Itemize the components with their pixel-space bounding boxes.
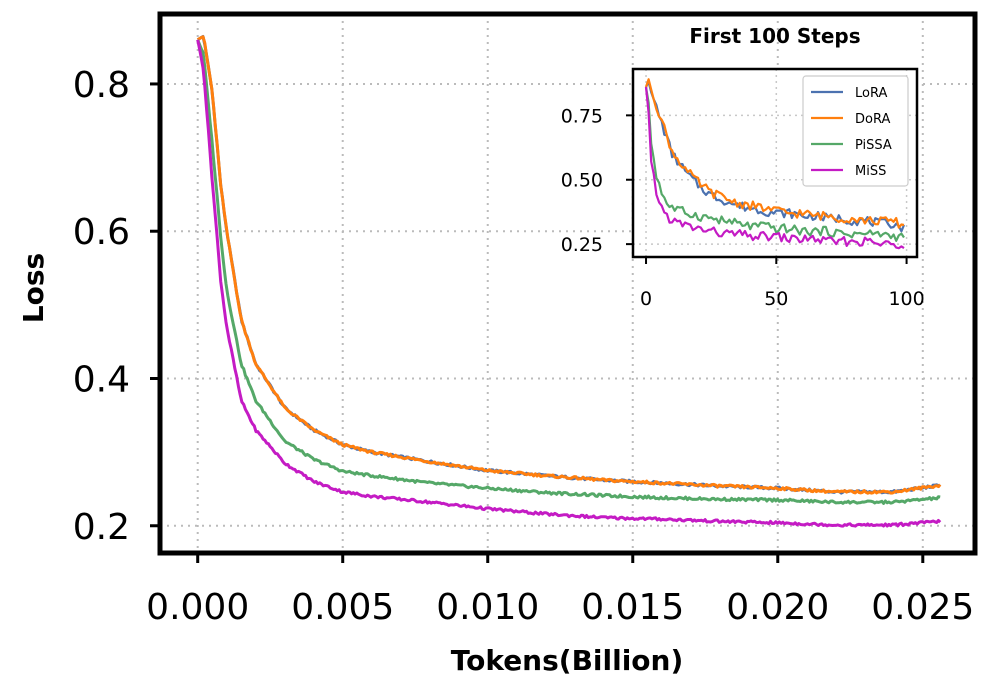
legend-label-dora: DoRA [855,112,890,127]
main-x-tick-label: 0.025 [871,587,974,628]
inset-series-line-miss [644,86,905,250]
inset-x-tick-label: 100 [888,288,924,310]
inset-plot-frame [631,67,919,259]
inset-legend-box [802,75,909,187]
legend-label-miss: MiSS [855,164,886,179]
main-x-tick-label: 0.015 [581,587,684,628]
inset-legend: LoRA DoRA PiSSA MiSS [802,75,909,187]
inset-x-ticks: 0 50 100 [640,257,925,310]
inset-series-line-dora [644,78,905,229]
inset-series-line-pissa [644,86,905,242]
inset-x-tick-label: 50 [764,288,788,310]
inset-chart: 0 50 100 0.25 0.50 0.75 First 100 Steps LoRA… [561,24,925,310]
main-series-group [196,35,942,528]
inset-x-tick-label: 0 [640,288,652,310]
main-x-tick-label: 0.000 [146,587,249,628]
inset-title: First 100 Steps [689,24,860,48]
series-line-miss [196,39,942,528]
main-y-tick-label: 0.4 [73,359,130,400]
main-y-tick-label: 0.8 [73,65,130,106]
main-x-tick-label: 0.010 [436,587,539,628]
inset-y-ticks: 0.25 0.50 0.75 [561,105,633,256]
inset-y-tick-label: 0.50 [561,170,603,192]
legend-label-pissa: PiSSA [855,138,892,153]
main-y-tick-label: 0.2 [73,507,130,548]
legend-label-lora: LoRA [855,86,887,101]
main-y-tick-label: 0.6 [73,212,130,253]
y-axis-title: Loss [17,253,50,323]
main-x-tick-label: 0.005 [291,587,394,628]
main-x-ticks: 0.000 0.005 0.010 0.015 0.020 0.025 [146,553,974,628]
series-line-pissa [196,39,941,505]
inset-series-group [644,78,906,250]
inset-y-tick-label: 0.75 [561,105,603,127]
x-axis-title: Tokens(Billion) [451,644,684,677]
series-line-dora [196,35,942,495]
main-y-ticks: 0.2 0.4 0.6 0.8 [73,65,160,548]
main-x-tick-label: 0.020 [726,587,829,628]
main-plot-frame [157,11,978,556]
inset-series-line-lora [645,80,906,233]
inset-y-tick-label: 0.25 [561,234,603,256]
